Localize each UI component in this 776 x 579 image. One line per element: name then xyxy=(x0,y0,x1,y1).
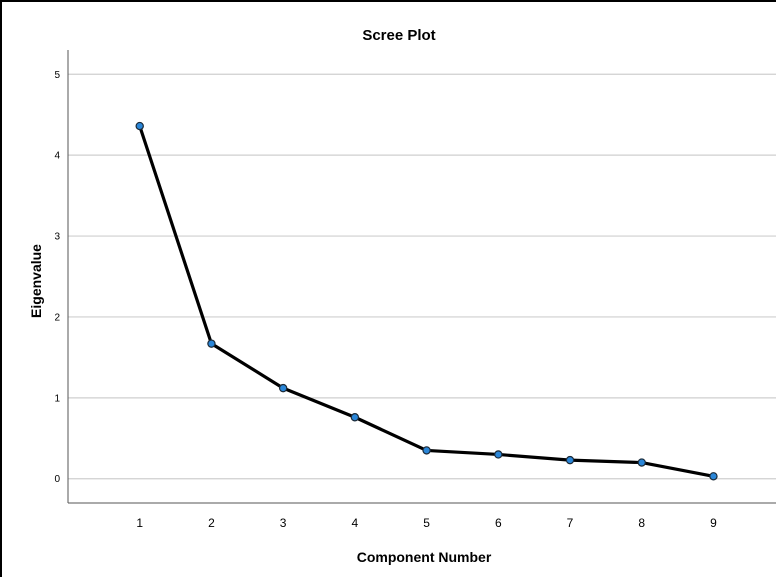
data-point xyxy=(637,458,646,467)
data-point xyxy=(278,383,288,393)
gridlines xyxy=(68,73,776,480)
x-tick-label: 6 xyxy=(495,516,502,530)
y-tick-label: 3 xyxy=(54,232,60,243)
x-tick-label: 8 xyxy=(638,516,645,530)
y-tick-label: 1 xyxy=(54,393,60,404)
y-tick-label: 0 xyxy=(54,474,60,485)
series xyxy=(135,121,718,481)
x-tick-label: 2 xyxy=(208,516,215,530)
data-point xyxy=(565,455,575,465)
data-point xyxy=(135,121,144,131)
x-tick-label: 7 xyxy=(567,516,574,530)
data-point xyxy=(207,339,216,348)
data-point xyxy=(494,450,503,459)
x-tick-label: 3 xyxy=(280,516,287,530)
x-tick-labels: 1 2 3 4 5 6 7 8 9 xyxy=(136,516,717,530)
x-axis-label: Component Number xyxy=(357,549,492,565)
y-tick-label: 5 xyxy=(54,70,60,81)
chart-title: Scree Plot xyxy=(362,27,435,44)
data-point xyxy=(350,413,360,422)
data-point xyxy=(709,472,718,481)
y-tick-label: 2 xyxy=(54,312,60,323)
x-tick-label: 1 xyxy=(136,516,143,530)
axes xyxy=(67,50,776,504)
y-tick-labels: 0 1 2 3 4 5 xyxy=(54,70,60,485)
data-point xyxy=(422,446,431,455)
x-tick-label: 4 xyxy=(352,516,359,530)
y-axis-label: Eigenvalue xyxy=(28,244,44,318)
series-line xyxy=(138,124,716,478)
y-tick-label: 4 xyxy=(54,151,60,162)
x-tick-label: 9 xyxy=(710,516,717,530)
x-tick-label: 5 xyxy=(423,516,430,530)
